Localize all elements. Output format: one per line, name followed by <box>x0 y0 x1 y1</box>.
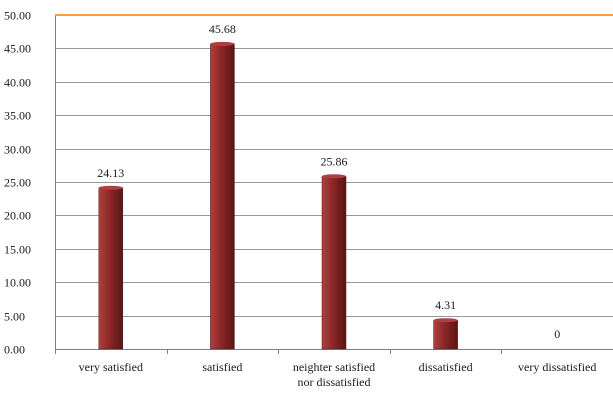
y-tick-label: 40.00 <box>4 76 31 90</box>
category-label: dissatisfied <box>419 360 473 374</box>
y-tick-label: 30.00 <box>4 143 31 157</box>
y-tick-label: 45.00 <box>4 42 31 56</box>
data-labels: 24.13 45.68 25.86 4.31 0 <box>97 22 560 341</box>
bar <box>321 176 347 350</box>
category-label: nor dissatisfied <box>298 375 371 389</box>
data-label: 24.13 <box>97 166 124 180</box>
y-tick-label: 0.00 <box>4 343 25 357</box>
y-tick-label: 5.00 <box>4 310 25 324</box>
category-label: satisfied <box>202 360 242 374</box>
bar <box>433 319 458 350</box>
data-label: 0 <box>554 327 560 341</box>
bars <box>98 41 458 350</box>
bar-top <box>433 318 458 323</box>
data-label: 25.86 <box>321 154 348 168</box>
y-tick-label: 20.00 <box>4 209 31 223</box>
data-label: 45.68 <box>209 22 236 36</box>
bar-top <box>98 185 123 190</box>
bar <box>210 43 235 350</box>
bar-top <box>210 41 235 46</box>
y-tick-label: 15.00 <box>4 243 31 257</box>
category-label: neighter satisfied <box>293 360 375 374</box>
bar-top <box>322 174 346 179</box>
data-label: 4.31 <box>435 298 456 312</box>
bar <box>98 187 124 350</box>
category-labels: very satisfied satisfied neighter satisfie… <box>79 360 597 389</box>
category-label: very satisfied <box>79 360 143 374</box>
y-tick-labels: 0.00 5.00 10.00 15.00 20.00 25.00 30.00 35.00 40… <box>4 9 31 357</box>
y-tick-label: 25.00 <box>4 176 31 190</box>
category-label: very dissatisfied <box>518 360 596 374</box>
y-tick-label: 10.00 <box>4 276 31 290</box>
y-tick-label: 35.00 <box>4 109 31 123</box>
axes <box>55 14 613 354</box>
y-tick-label: 50.00 <box>4 9 31 23</box>
